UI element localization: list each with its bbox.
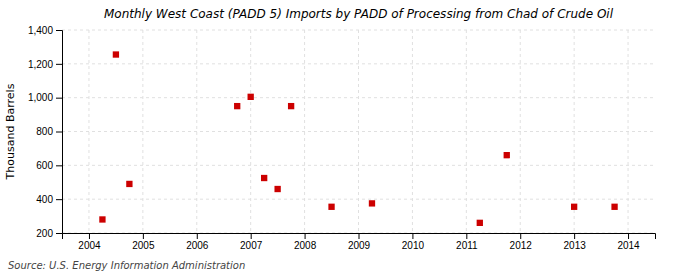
axis-line (63, 234, 656, 240)
points (99, 51, 617, 226)
tick-mark (628, 233, 629, 239)
grid (62, 30, 655, 233)
tick-mark (251, 233, 252, 239)
grid-line (62, 30, 655, 31)
tick-mark (574, 233, 575, 239)
tick-label: 2010 (402, 240, 425, 251)
tick-mark (197, 233, 198, 239)
tick-mark (56, 199, 62, 200)
tick-label: 1,400 (28, 25, 53, 36)
title: Monthly West Coast (PADD 5) Imports by P… (104, 7, 614, 21)
tick: 2014 (617, 233, 640, 251)
tick-label: 400 (36, 194, 53, 205)
point (369, 200, 375, 206)
tick: 2013 (564, 233, 587, 251)
tick: 2005 (132, 233, 155, 251)
chart: 2004 2005 2006 2007 2008 2009 2010 2011 2012 2013… (0, 0, 675, 275)
y-axis-label: Thousand Barrels (4, 83, 17, 180)
tick: 800 (36, 126, 62, 137)
tick: 1,000 (28, 92, 62, 103)
tick: 2010 (402, 233, 425, 251)
point (274, 186, 280, 192)
tick-label: 800 (36, 126, 53, 137)
tick-label: 2009 (348, 240, 371, 251)
tick: 2007 (240, 233, 263, 251)
tick-label: 2013 (564, 240, 587, 251)
tick-label: 2014 (617, 240, 640, 251)
tick-label: 2006 (186, 240, 209, 251)
plot: 2004 2005 2006 2007 2008 2009 2010 2011 2012 2013… (28, 25, 656, 251)
axis-line (56, 31, 63, 234)
point (328, 204, 334, 210)
point (504, 152, 510, 158)
tick: 2012 (510, 233, 533, 251)
tick-mark (56, 233, 62, 234)
tick-mark (56, 64, 62, 65)
grid-line (62, 63, 655, 64)
grid-line (62, 97, 655, 98)
tick-mark (56, 30, 62, 31)
tick-label: 1,000 (28, 92, 53, 103)
tick-label: 2007 (240, 240, 263, 251)
tick-mark (359, 233, 360, 239)
y-axis: 200 400 600 800 1,000 1,200 1,400 (28, 25, 63, 239)
tick: 2008 (294, 233, 317, 251)
grid-line (62, 131, 655, 132)
point (113, 51, 119, 57)
tick-label: 2011 (456, 240, 478, 251)
grid-line (62, 199, 655, 200)
tick-mark (89, 233, 90, 239)
point (248, 94, 254, 100)
tick-label: 2005 (132, 240, 155, 251)
point (234, 103, 240, 109)
point (99, 216, 105, 222)
tick-mark (466, 233, 467, 239)
point (261, 175, 267, 181)
tick-label: 2004 (78, 240, 101, 251)
tick-mark (143, 233, 144, 239)
tick: 1,200 (28, 59, 62, 70)
point (571, 204, 577, 210)
point (288, 103, 294, 109)
tick-mark (520, 233, 521, 239)
tick-label: 2008 (294, 240, 317, 251)
tick: 1,400 (28, 25, 62, 36)
tick-label: 2012 (510, 240, 533, 251)
tick-label: 200 (36, 228, 53, 239)
tick-label: 600 (36, 160, 53, 171)
tick-mark (305, 233, 306, 239)
source: Source: U.S. Energy Information Administ… (8, 260, 245, 271)
tick-mark (56, 165, 62, 166)
grid-line (62, 165, 655, 166)
tick: 2009 (348, 233, 371, 251)
tick: 2004 (78, 233, 101, 251)
tick-label: 1,200 (28, 59, 53, 70)
tick-mark (56, 132, 62, 133)
tick: 200 (36, 228, 62, 239)
tick: 2006 (186, 233, 209, 251)
tick: 600 (36, 160, 62, 171)
tick: 2011 (456, 233, 478, 251)
tick-mark (56, 98, 62, 99)
point (477, 220, 483, 226)
point (126, 181, 132, 187)
point (611, 204, 617, 210)
tick-mark (412, 233, 413, 239)
x-axis: 2004 2005 2006 2007 2008 2009 2010 2011 2012 2013… (63, 233, 656, 251)
tick: 400 (36, 194, 62, 205)
